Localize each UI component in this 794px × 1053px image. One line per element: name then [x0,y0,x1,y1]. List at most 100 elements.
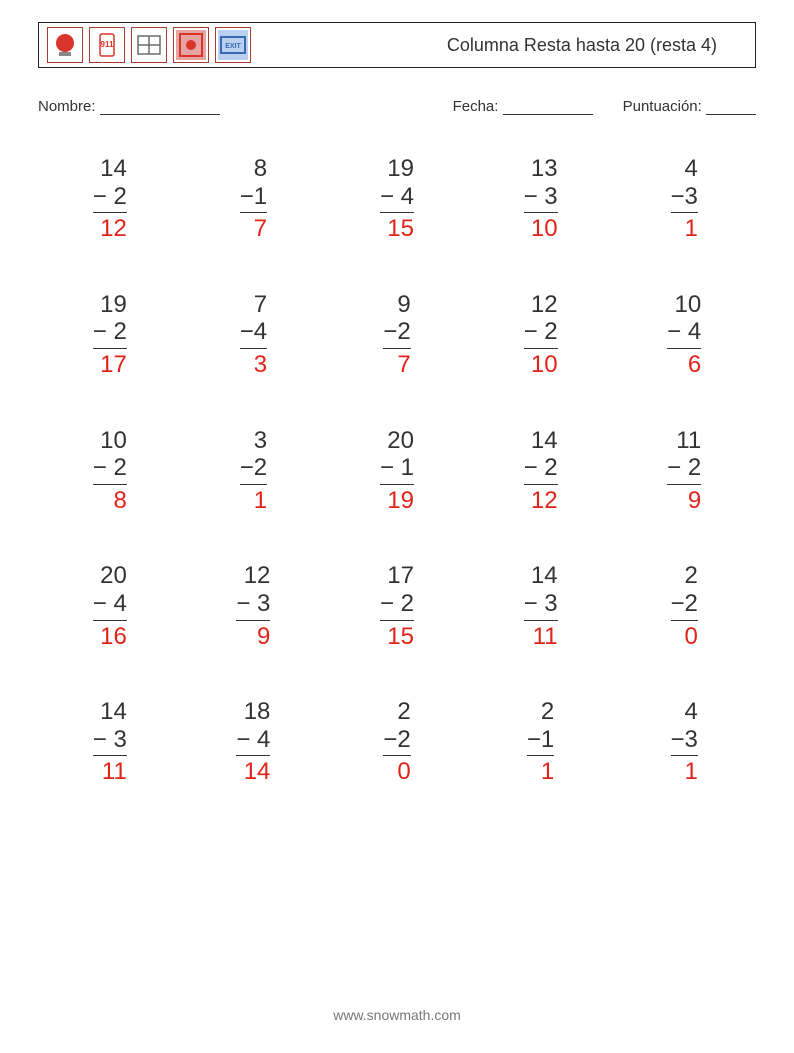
subtrahend-line: −2 [671,590,698,621]
problem: 14− 2 12 [38,155,182,243]
minuend: 7 [240,291,267,319]
answer: 1 [671,213,698,243]
minuend: 8 [240,155,267,183]
answer: 19 [380,485,414,515]
subtrahend-line: − 2 [380,590,414,621]
answer: 7 [383,349,410,379]
date-label: Fecha: [453,98,499,115]
minuend: 20 [380,427,414,455]
minuend: 17 [380,562,414,590]
operation-block: 12− 3 9 [236,562,270,650]
meta-left: Nombre: [38,98,220,115]
answer: 12 [524,485,558,515]
answer: 9 [236,621,270,651]
subtrahend-line: − 2 [93,318,127,349]
problem: 18− 4 14 [182,698,326,786]
problem: 4−3 1 [612,698,756,786]
problem: 14− 3 11 [469,562,613,650]
phone-911-icon: 911 [89,27,125,63]
subtrahend-line: −1 [527,726,554,757]
subtrahend-line: − 2 [93,454,127,485]
operation-block: 3−2 1 [240,427,267,515]
minuend: 13 [524,155,558,183]
score-line[interactable] [706,100,756,115]
subtrahend-line: − 1 [380,454,414,485]
minuend: 12 [524,291,558,319]
svg-text:911: 911 [101,40,114,49]
problem: 10− 2 8 [38,427,182,515]
svg-text:EXIT: EXIT [225,43,241,50]
problem: 3−2 1 [182,427,326,515]
footer-text: www.snowmath.com [333,1007,461,1023]
operation-block: 2−2 0 [383,698,410,786]
operation-block: 14− 3 11 [93,698,127,786]
operation-block: 13− 3 10 [524,155,558,243]
minuend: 11 [667,427,701,455]
score-label: Puntuación: [623,98,702,115]
answer: 15 [380,213,414,243]
problem: 2−2 0 [612,562,756,650]
operation-block: 19− 2 17 [93,291,127,379]
minuend: 18 [236,698,270,726]
subtrahend-line: −3 [671,183,698,214]
exit-sign-icon: EXIT [215,27,251,63]
operation-block: 19− 4 15 [380,155,414,243]
operation-block: 14− 2 12 [93,155,127,243]
minuend: 9 [383,291,410,319]
subtrahend-line: − 2 [667,454,701,485]
problem: 8−1 7 [182,155,326,243]
answer: 10 [524,213,558,243]
subtrahend-line: − 2 [524,454,558,485]
minuend: 14 [93,698,127,726]
subtrahend-line: −3 [671,726,698,757]
problem: 2−1 1 [469,698,613,786]
alarm-button-icon [173,27,209,63]
footer: www.snowmath.com [0,1007,794,1023]
subtrahend-line: −2 [383,318,410,349]
answer: 8 [93,485,127,515]
problem: 12− 2 10 [469,291,613,379]
operation-block: 20− 4 16 [93,562,127,650]
operation-block: 8−1 7 [240,155,267,243]
answer: 17 [93,349,127,379]
minuend: 12 [236,562,270,590]
operation-block: 12− 2 10 [524,291,558,379]
subtrahend-line: −4 [240,318,267,349]
minuend: 14 [524,562,558,590]
answer: 11 [524,621,558,651]
minuend: 2 [671,562,698,590]
problem: 11− 2 9 [612,427,756,515]
problem: 14− 3 11 [38,698,182,786]
problem: 19− 4 15 [325,155,469,243]
subtrahend-line: − 4 [380,183,414,214]
minuend: 19 [380,155,414,183]
minuend: 20 [93,562,127,590]
date-field: Fecha: [453,98,593,115]
operation-block: 4−3 1 [671,155,698,243]
subtrahend-line: −2 [383,726,410,757]
subtrahend-line: − 4 [236,726,270,757]
minuend: 4 [671,698,698,726]
floorplan-icon [131,27,167,63]
operation-block: 20− 1 19 [380,427,414,515]
subtrahend-line: − 3 [524,183,558,214]
name-line[interactable] [100,100,220,115]
operation-block: 9−2 7 [383,291,410,379]
score-field: Puntuación: [623,98,756,115]
name-label: Nombre: [38,98,96,115]
answer: 14 [236,756,270,786]
problem: 17− 2 15 [325,562,469,650]
problem: 20− 4 16 [38,562,182,650]
date-line[interactable] [503,100,593,115]
problem: 19− 2 17 [38,291,182,379]
problem: 12− 3 9 [182,562,326,650]
answer: 9 [667,485,701,515]
operation-block: 14− 2 12 [524,427,558,515]
header-bar: 911EXIT Columna Resta hasta 20 (resta 4) [38,22,756,68]
operation-block: 10− 2 8 [93,427,127,515]
answer: 1 [527,756,554,786]
problem: 4−3 1 [612,155,756,243]
worksheet-page: 911EXIT Columna Resta hasta 20 (resta 4)… [0,0,794,1053]
operation-block: 2−2 0 [671,562,698,650]
minuend: 14 [524,427,558,455]
